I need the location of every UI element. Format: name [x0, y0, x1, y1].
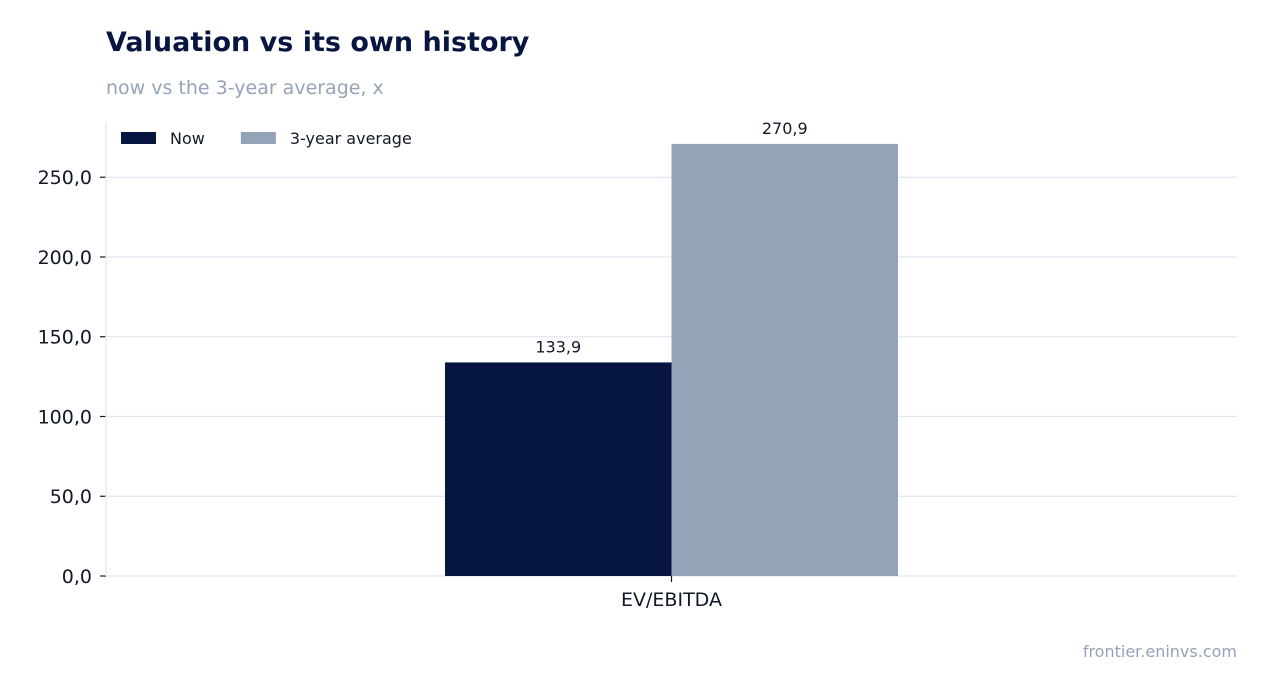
data-label: 133,9 — [535, 337, 581, 356]
legend: Now 3-year average — [121, 129, 412, 148]
legend-swatch — [240, 132, 276, 144]
x-tick-label: EV/EBITDA — [621, 589, 722, 611]
legend-label: 3-year average — [290, 129, 412, 148]
data-label: 270,9 — [762, 119, 808, 138]
legend-swatch — [121, 132, 156, 144]
y-tick-label: 100,0 — [38, 406, 92, 428]
bar-3-year-average — [671, 143, 898, 576]
y-tick-label: 150,0 — [38, 327, 92, 349]
bars — [445, 143, 898, 576]
y-tick-label: 0,0 — [62, 566, 92, 588]
chart-title: Valuation vs its own history — [106, 27, 530, 58]
source-note: frontier.eninvs.com — [1082, 642, 1237, 661]
y-tick-label: 250,0 — [38, 167, 92, 189]
bar-now — [445, 362, 672, 576]
data-labels: 133,9 270,9 — [535, 119, 807, 357]
y-tick-label: 200,0 — [38, 247, 92, 269]
chart-subtitle: now vs the 3-year average, x — [106, 77, 384, 99]
legend-label: Now — [170, 129, 205, 148]
axes: 0,0 50,0 100,0 150,0 200,0 250,0 EV/EBITDA — [38, 123, 722, 611]
y-tick-label: 50,0 — [50, 486, 92, 508]
